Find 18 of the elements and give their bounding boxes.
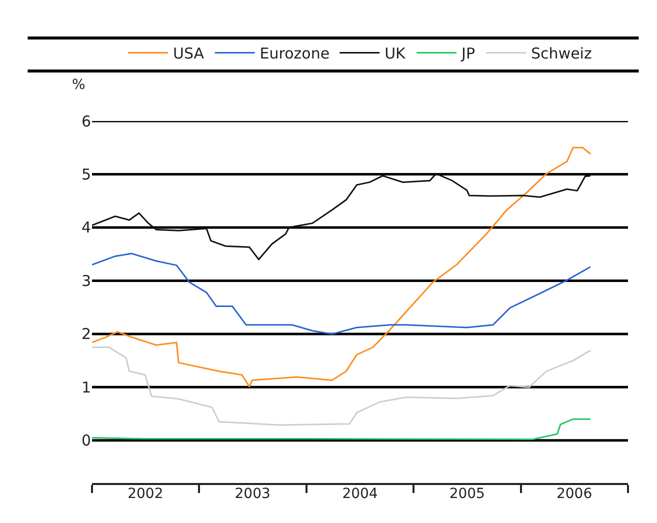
legend-label: UK xyxy=(384,44,407,63)
x-tick-label: 2002 xyxy=(128,486,164,502)
legend-label: Eurozone xyxy=(260,44,330,63)
y-tick-label: 2 xyxy=(81,325,91,344)
x-tick-label: 2006 xyxy=(556,486,592,502)
y-tick-label: 5 xyxy=(81,165,91,184)
y-tick-label: 3 xyxy=(81,272,91,290)
legend-label: USA xyxy=(173,44,205,63)
y-tick-label: 1 xyxy=(81,378,91,396)
y-axis-title: % xyxy=(72,77,86,93)
legend-label: Schweiz xyxy=(531,44,592,63)
x-tick-label: 2005 xyxy=(449,486,485,502)
y-tick-label: 0 xyxy=(81,432,91,450)
legend-label: JP xyxy=(460,44,476,63)
x-tick-label: 2003 xyxy=(234,486,270,502)
y-tick-label: 4 xyxy=(81,218,91,237)
x-tick-label: 2004 xyxy=(342,486,378,502)
y-tick-label: 6 xyxy=(81,112,91,130)
